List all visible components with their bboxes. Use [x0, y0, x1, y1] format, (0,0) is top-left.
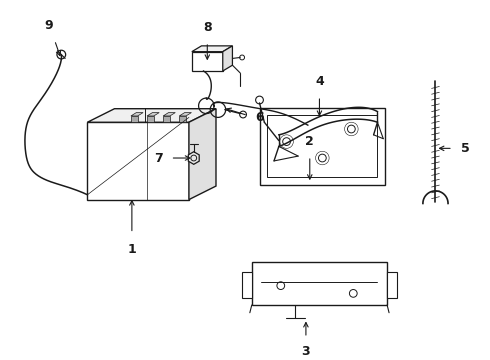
Text: 7: 7: [154, 152, 163, 165]
Polygon shape: [387, 272, 397, 298]
Polygon shape: [260, 108, 385, 185]
Text: 2: 2: [305, 135, 314, 148]
Polygon shape: [252, 262, 387, 305]
Polygon shape: [87, 122, 189, 199]
Polygon shape: [189, 109, 216, 199]
Polygon shape: [223, 46, 232, 71]
Polygon shape: [179, 113, 192, 116]
Text: 9: 9: [45, 19, 53, 32]
Polygon shape: [179, 116, 186, 122]
Polygon shape: [163, 116, 170, 122]
Polygon shape: [163, 113, 175, 116]
Text: 4: 4: [315, 75, 324, 89]
Polygon shape: [131, 116, 138, 122]
Polygon shape: [188, 152, 199, 164]
Polygon shape: [147, 113, 159, 116]
Polygon shape: [192, 46, 232, 52]
Text: 1: 1: [127, 243, 136, 256]
Polygon shape: [87, 109, 216, 122]
Text: 6: 6: [256, 111, 264, 124]
Polygon shape: [131, 113, 143, 116]
Text: 8: 8: [203, 21, 212, 34]
Text: 5: 5: [461, 142, 469, 155]
Polygon shape: [192, 52, 223, 71]
Polygon shape: [147, 116, 154, 122]
Polygon shape: [242, 272, 252, 298]
Polygon shape: [267, 116, 377, 177]
Text: 3: 3: [302, 345, 310, 357]
